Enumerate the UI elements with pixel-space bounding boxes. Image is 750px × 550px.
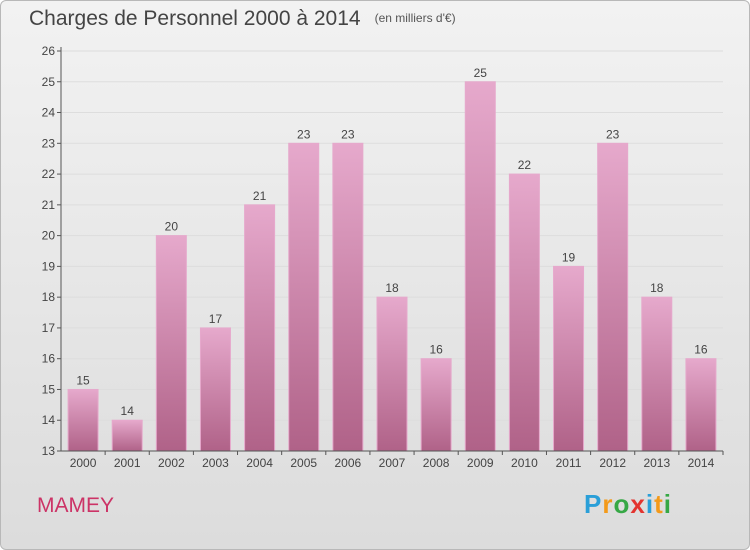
y-tick-label: 25 xyxy=(42,75,56,89)
bar-value-label: 14 xyxy=(121,404,135,418)
bar xyxy=(288,142,320,452)
bar xyxy=(641,296,673,452)
x-tick-label: 2001 xyxy=(114,456,141,470)
y-tick-label: 13 xyxy=(42,444,56,458)
y-tick-label: 16 xyxy=(42,352,56,366)
y-tick-label: 20 xyxy=(42,229,56,243)
bar-value-label: 16 xyxy=(694,343,708,357)
y-tick-label: 15 xyxy=(42,382,56,396)
bar-value-label: 16 xyxy=(429,343,443,357)
place-name: MAMEY xyxy=(37,494,115,517)
logo-letter: i xyxy=(663,489,672,519)
x-tick-label: 2010 xyxy=(511,456,538,470)
y-tick-label: 21 xyxy=(42,198,56,212)
logo-letter: t xyxy=(654,489,664,519)
bar-value-label: 22 xyxy=(518,158,532,172)
y-tick-label: 26 xyxy=(42,44,56,58)
bar xyxy=(597,142,629,452)
bar-value-label: 25 xyxy=(474,66,488,80)
x-tick-label: 2007 xyxy=(379,456,406,470)
bar xyxy=(332,142,364,452)
bar-value-label: 15 xyxy=(76,373,90,387)
bar-value-label: 23 xyxy=(606,127,620,141)
title-row: Charges de Personnel 2000 à 2014 (en mill… xyxy=(29,7,456,31)
bar xyxy=(553,265,585,452)
x-tick-label: 2012 xyxy=(599,456,626,470)
proxiti-logo: Proxiti xyxy=(584,489,672,520)
x-tick-label: 2004 xyxy=(246,456,273,470)
y-tick-label: 24 xyxy=(42,106,56,120)
y-tick-label: 18 xyxy=(42,290,56,304)
x-tick-label: 2009 xyxy=(467,456,494,470)
x-tick-label: 2002 xyxy=(158,456,185,470)
bar-value-label: 18 xyxy=(385,281,399,295)
bar xyxy=(508,173,540,452)
y-tick-label: 22 xyxy=(42,167,56,181)
bar xyxy=(67,388,99,452)
bar xyxy=(376,296,408,452)
y-tick-label: 19 xyxy=(42,259,56,273)
bar xyxy=(420,358,452,452)
logo-letter: P xyxy=(584,489,603,519)
logo-letter: r xyxy=(602,489,614,519)
x-tick-label: 2008 xyxy=(423,456,450,470)
bar xyxy=(685,358,717,452)
bar xyxy=(199,327,231,452)
logo-letter: i xyxy=(645,489,655,519)
bar-value-label: 23 xyxy=(297,127,311,141)
x-tick-label: 2005 xyxy=(290,456,317,470)
bar-value-label: 18 xyxy=(650,281,664,295)
bar-value-label: 19 xyxy=(562,250,576,264)
y-tick-label: 23 xyxy=(42,136,56,150)
x-tick-label: 2006 xyxy=(335,456,362,470)
y-tick-label: 14 xyxy=(42,413,56,427)
bar-value-label: 20 xyxy=(165,220,179,234)
x-tick-label: 2014 xyxy=(688,456,715,470)
x-tick-label: 2003 xyxy=(202,456,229,470)
bar xyxy=(464,81,496,452)
logo-letter: x xyxy=(630,489,646,519)
bar xyxy=(155,235,187,452)
chart-title: Charges de Personnel 2000 à 2014 xyxy=(29,7,361,30)
x-tick-label: 2011 xyxy=(556,456,582,470)
bar xyxy=(244,204,276,452)
x-tick-label: 2013 xyxy=(643,456,670,470)
bar-value-label: 21 xyxy=(253,189,267,203)
x-tick-label: 2000 xyxy=(70,456,97,470)
bar xyxy=(111,419,143,452)
bar-value-label: 17 xyxy=(209,312,223,326)
chart-unit: (en milliers d'€) xyxy=(374,11,456,25)
logo-letter: o xyxy=(613,489,631,519)
y-tick-label: 17 xyxy=(42,321,56,335)
bar-value-label: 23 xyxy=(341,127,355,141)
